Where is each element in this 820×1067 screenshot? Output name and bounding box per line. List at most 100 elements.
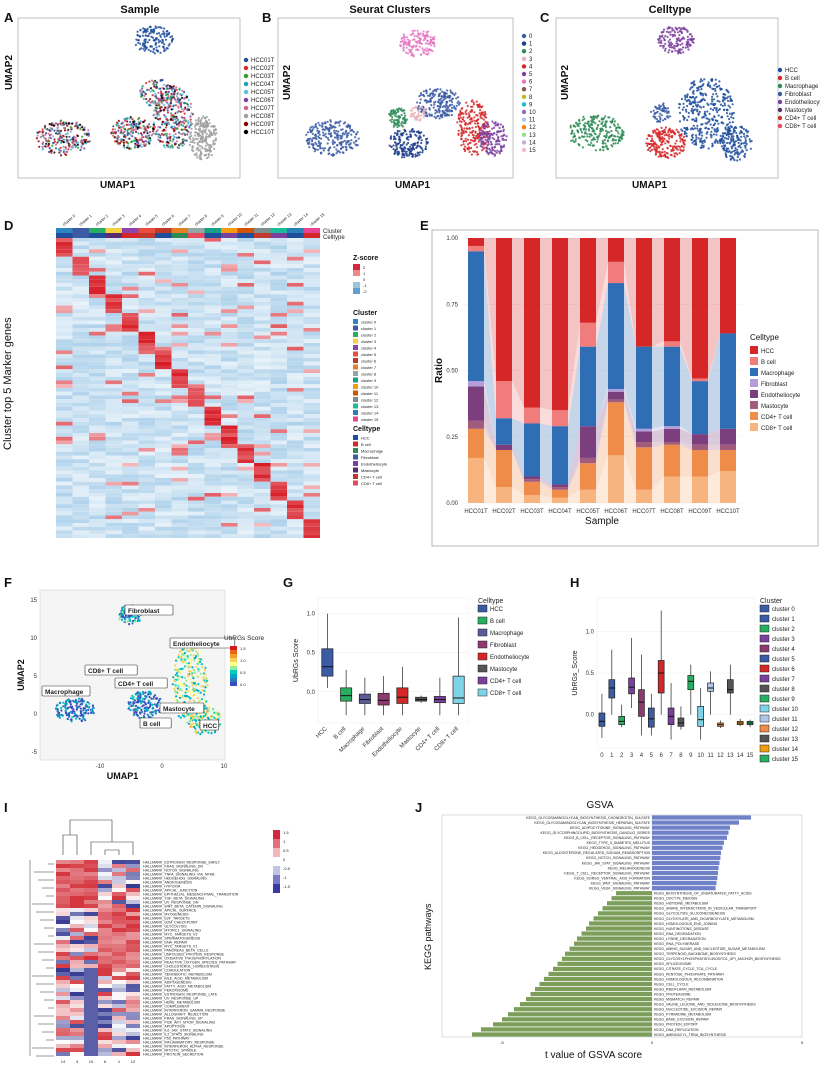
heatmap-cell xyxy=(89,350,106,355)
heatmap-cell xyxy=(237,406,254,411)
heatmap-cell xyxy=(56,309,73,313)
cell-point xyxy=(505,135,508,138)
cell-point xyxy=(719,140,722,143)
heatmap-cell xyxy=(204,451,221,456)
heatmap-cell xyxy=(254,316,271,321)
cell-point xyxy=(149,29,153,33)
heatmap-cell xyxy=(155,260,172,265)
heatmap-cell xyxy=(270,414,287,418)
heatmap-cell xyxy=(155,380,172,385)
cell-point xyxy=(337,130,340,133)
cell-point xyxy=(184,106,187,109)
cell-point xyxy=(479,109,482,112)
cell-point xyxy=(659,117,662,120)
heatmap-cell xyxy=(287,316,304,321)
cell-point xyxy=(458,118,461,121)
cell-point xyxy=(341,151,344,154)
cell-point xyxy=(663,150,666,153)
heatmap-cell xyxy=(270,253,287,257)
cell-point xyxy=(308,137,311,140)
cell-point xyxy=(680,138,683,141)
cell-point xyxy=(438,111,441,114)
cell-point xyxy=(171,140,174,143)
cell-point xyxy=(156,128,159,131)
heatmap-cell xyxy=(303,245,320,250)
heatmap-cell xyxy=(89,275,106,280)
heatmap-cell xyxy=(72,410,89,415)
cell-point xyxy=(132,129,135,132)
cell-point xyxy=(467,134,470,137)
heatmap-cell xyxy=(155,241,172,246)
heatmap-cell xyxy=(221,511,238,516)
heatmap-cell xyxy=(122,508,139,512)
cell-point xyxy=(148,134,151,137)
cell-point xyxy=(143,140,146,143)
cell-point xyxy=(316,127,319,130)
heatmap-cell xyxy=(254,474,271,478)
heatmap-cell xyxy=(138,316,155,321)
cluster-annotation-cell xyxy=(287,228,304,233)
cell-point xyxy=(661,130,664,133)
cell-point xyxy=(475,114,478,117)
cell-point xyxy=(181,141,185,145)
cell-point xyxy=(590,116,593,119)
panel-c-ylabel: UMAP2 xyxy=(560,64,571,100)
cell-point xyxy=(416,41,419,45)
cell-point xyxy=(420,108,424,111)
sample-legend-label: HCC08T xyxy=(251,114,275,120)
cell-point xyxy=(401,36,404,40)
heatmap-cell xyxy=(287,354,304,358)
cell-point xyxy=(615,127,618,130)
heatmap-cell xyxy=(171,485,188,490)
cell-point xyxy=(146,132,149,135)
cell-point xyxy=(730,135,733,139)
cell-point xyxy=(158,107,162,110)
cell-point xyxy=(649,143,652,146)
cell-point xyxy=(159,134,162,137)
heatmap-cell xyxy=(89,298,106,302)
cell-point xyxy=(699,129,702,132)
heatmap-cell xyxy=(254,406,271,411)
cell-point xyxy=(680,128,683,131)
cell-point xyxy=(347,123,350,126)
cell-point xyxy=(122,125,125,128)
cell-point xyxy=(213,142,216,145)
cell-point xyxy=(186,133,189,136)
cell-point xyxy=(134,43,137,47)
cell-point xyxy=(649,150,652,153)
cell-point xyxy=(459,116,462,119)
cell-point xyxy=(611,145,614,148)
heatmap-cell xyxy=(155,504,172,508)
heatmap-cell xyxy=(105,466,122,471)
heatmap-cell xyxy=(287,395,304,400)
cell-point xyxy=(428,94,432,97)
heatmap-cell xyxy=(237,305,254,310)
heatmap-cell xyxy=(221,388,238,392)
cell-point xyxy=(395,108,399,111)
cell-point xyxy=(599,130,602,133)
cell-point xyxy=(673,132,676,135)
cell-point xyxy=(208,148,211,152)
cell-point xyxy=(329,146,332,149)
cell-point xyxy=(670,154,673,157)
cell-point xyxy=(413,148,416,151)
heatmap-cell xyxy=(122,425,139,430)
heatmap-cell xyxy=(303,496,320,501)
cell-point xyxy=(141,86,144,89)
heatmap-cell xyxy=(188,485,205,490)
cell-point xyxy=(155,46,158,49)
cell-point xyxy=(142,97,145,100)
heatmap-cell xyxy=(138,241,155,246)
heatmap-cell xyxy=(303,474,320,478)
cell-point xyxy=(664,49,667,52)
heatmap-cell xyxy=(56,245,73,250)
cell-point xyxy=(120,140,123,143)
celltype-legend-label: Fibroblast xyxy=(785,92,812,98)
heatmap-cell xyxy=(254,493,271,497)
cell-point xyxy=(660,141,663,144)
cell-point xyxy=(329,123,332,126)
cell-point xyxy=(155,97,158,100)
heatmap-cell xyxy=(270,350,287,355)
cell-point xyxy=(172,134,175,137)
cell-point xyxy=(742,132,746,135)
